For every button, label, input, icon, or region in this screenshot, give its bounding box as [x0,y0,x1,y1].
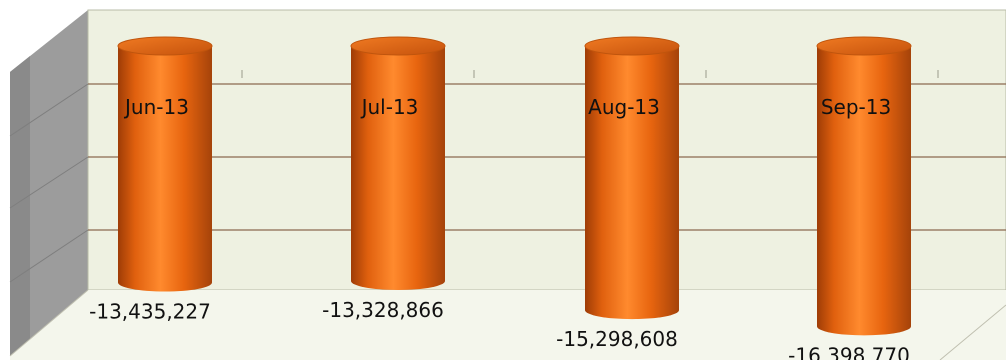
chart-side-wall-shade [10,56,30,356]
bar-cap [584,36,680,56]
value-label: -16,398,770 [788,343,910,360]
category-label: Jul-13 [360,95,419,119]
bar-body [351,46,445,290]
wall-gridline [9,83,89,137]
floor-edge [9,289,89,357]
value-labels: -13,435,227 -13,328,866 -15,298,608 -16,398… [89,298,910,360]
category-labels: Jun-13 Jul-13 Aug-13 Sep-13 [123,95,891,119]
bar-body [118,46,212,292]
wall-gridline [9,156,89,209]
bar-cap [350,36,446,56]
bar-series [117,36,912,336]
bar-jun-13 [117,36,213,292]
category-label: Sep-13 [821,95,891,119]
bar-sep-13 [816,36,912,336]
bar-cap [117,36,213,56]
chart-floor [10,290,1006,360]
bar-jul-13 [350,36,446,290]
bar-cap [816,36,912,56]
bar-body [817,46,911,336]
category-label: Jun-13 [123,95,189,119]
category-label: Aug-13 [588,95,660,119]
bar-body [585,46,679,320]
value-label: -15,298,608 [556,327,678,351]
value-label: -13,328,866 [322,298,444,322]
wall-gridlines [9,83,89,283]
category-tick-marks [241,70,939,78]
wall-gridline [9,229,89,283]
bar-aug-13 [584,36,680,320]
floor-diagonal [939,304,1006,360]
value-label: -13,435,227 [89,300,211,324]
